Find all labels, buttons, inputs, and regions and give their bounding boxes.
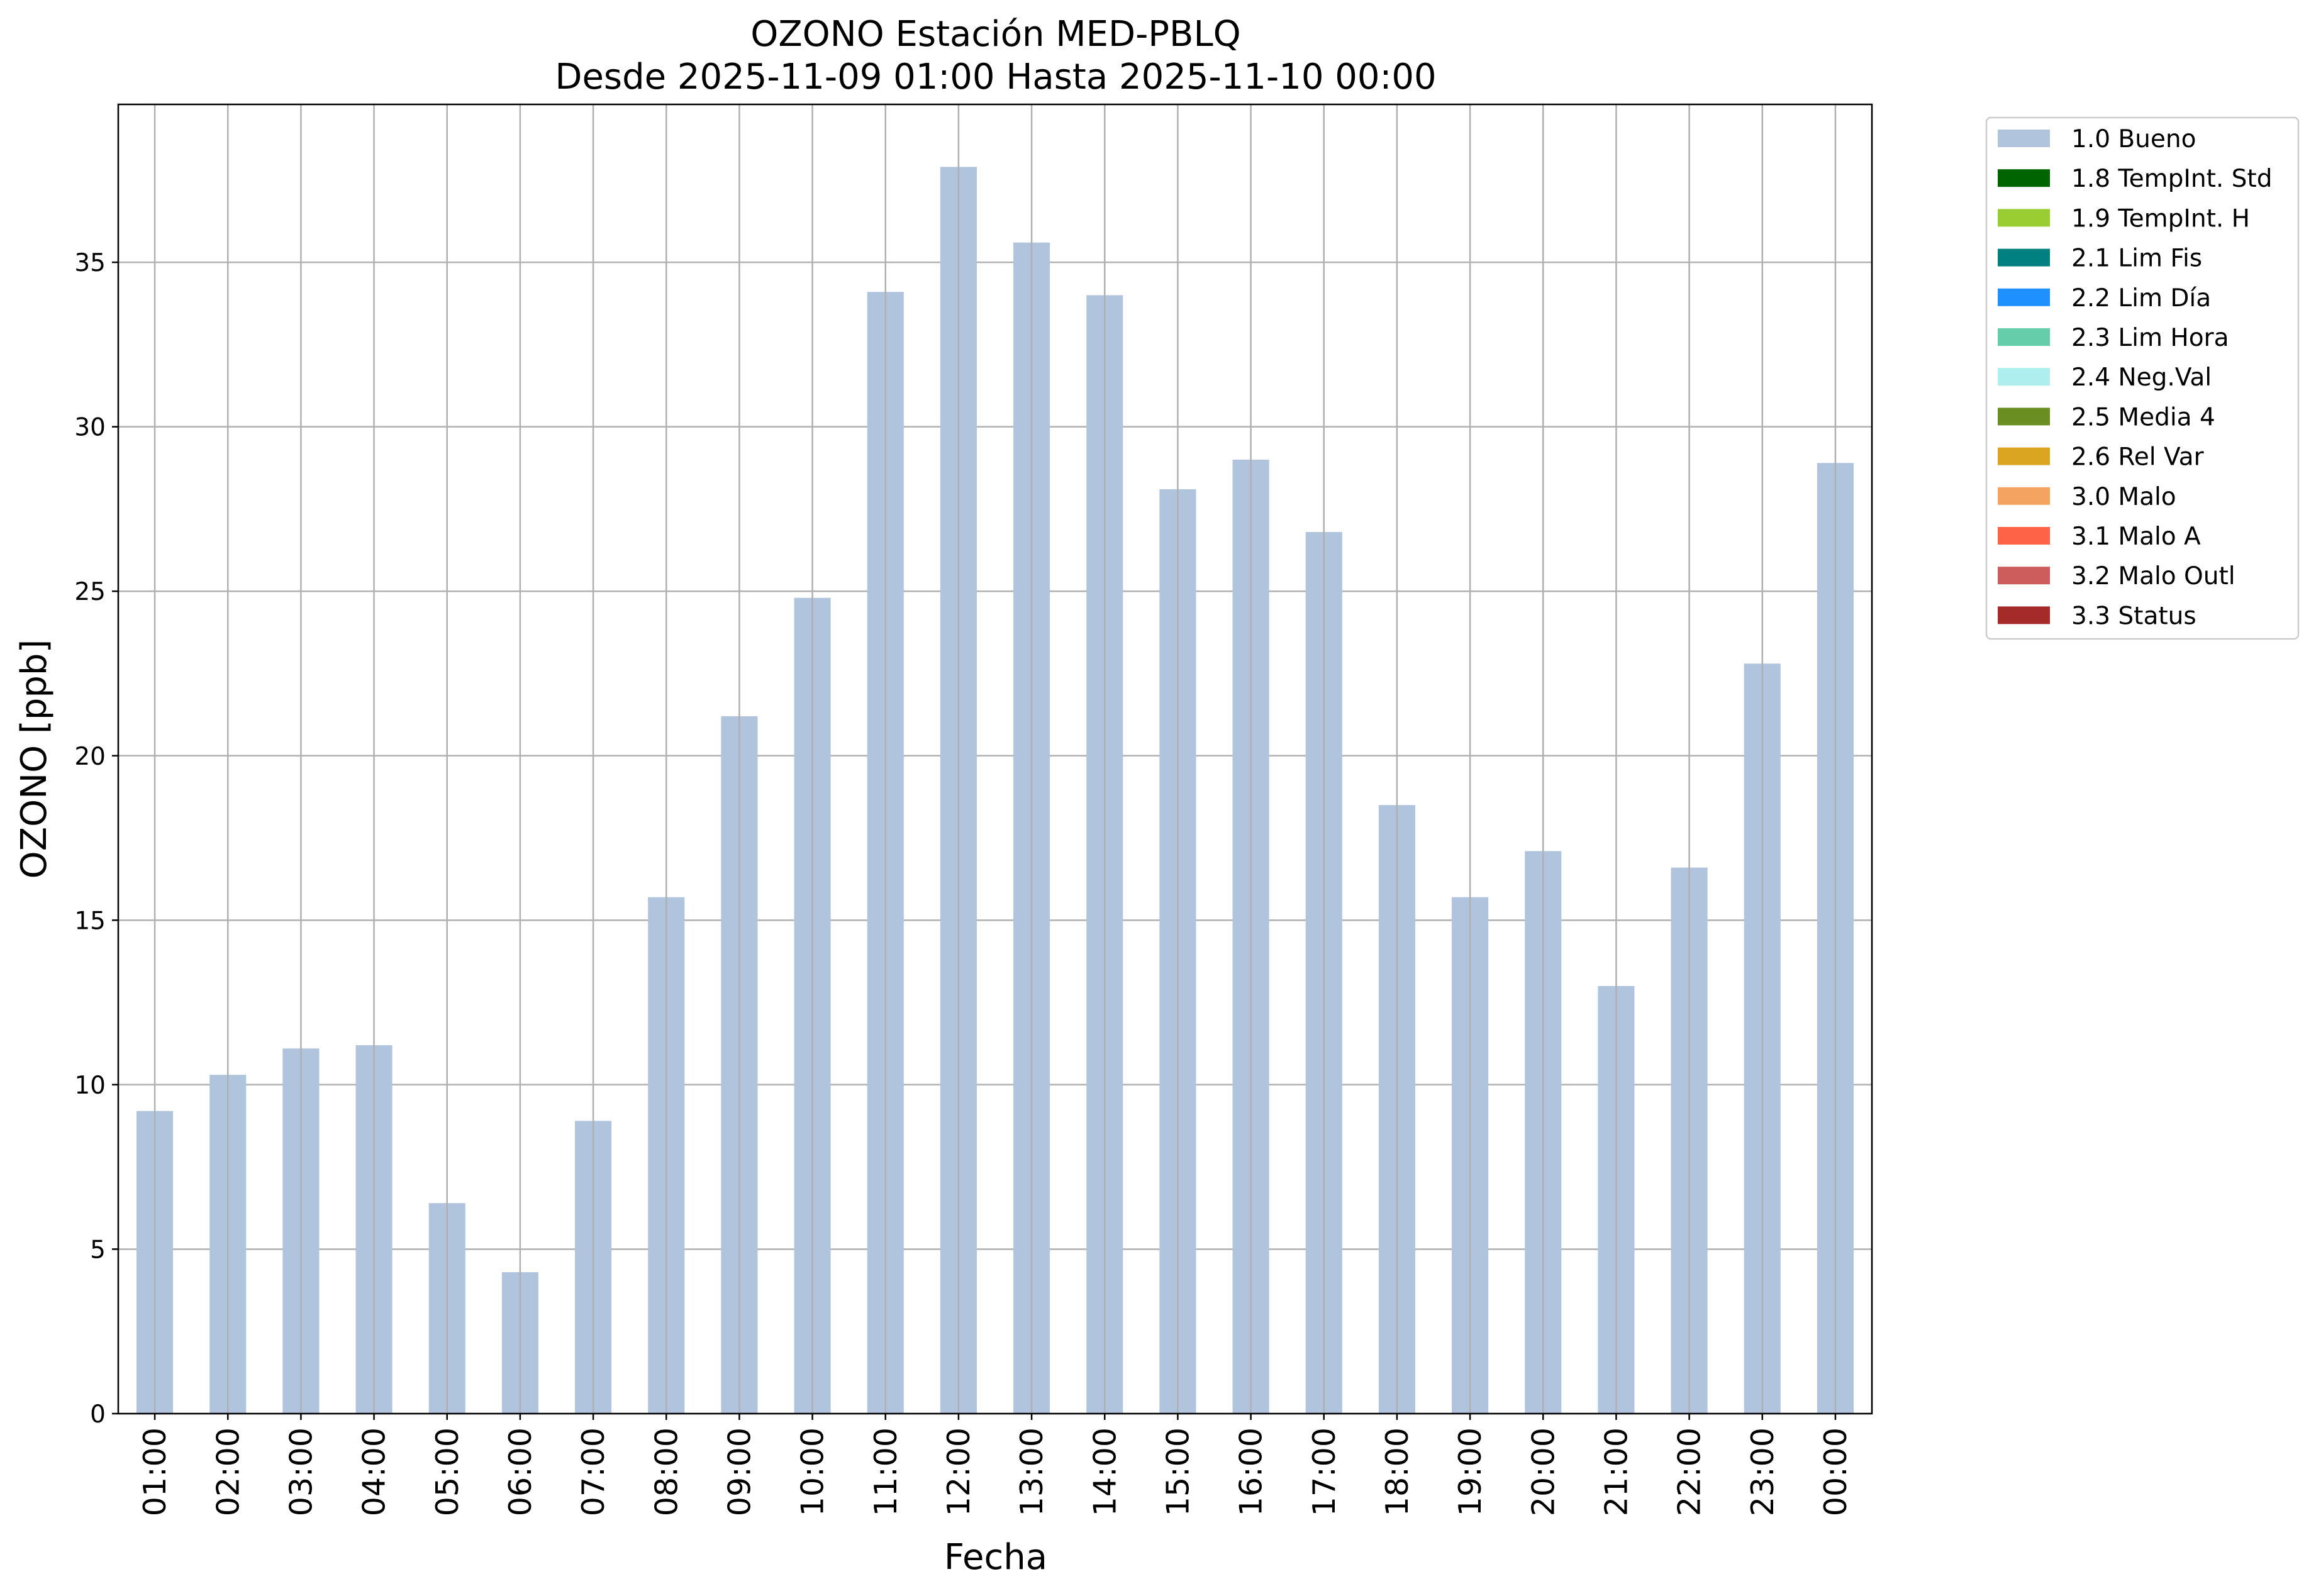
legend-swatch	[1998, 368, 2050, 386]
x-tick-label: 05:00	[430, 1427, 465, 1516]
legend-frame	[1985, 116, 2300, 640]
legend-swatch	[1998, 288, 2050, 306]
legend-label: 1.8 TempInt. Std	[2071, 165, 2272, 193]
x-tick-label: 00:00	[1818, 1427, 1854, 1516]
x-tick-label: 04:00	[357, 1427, 392, 1516]
x-tick-label: 11:00	[868, 1427, 904, 1516]
legend-swatch	[1998, 527, 2050, 545]
legend-label: 2.4 Neg.Val	[2071, 363, 2212, 392]
y-tick-label: 25	[74, 578, 106, 606]
legend-label: 1.0 Bueno	[2071, 125, 2196, 153]
x-tick-label: 15:00	[1160, 1427, 1196, 1516]
legend-swatch	[1998, 447, 2050, 465]
chart-subtitle: Desde 2025-11-09 01:00 Hasta 2025-11-10 …	[555, 57, 1436, 97]
x-tick-label: 13:00	[1014, 1427, 1050, 1516]
legend-swatch	[1998, 130, 2050, 147]
x-tick-label: 22:00	[1672, 1427, 1708, 1516]
grid-layer	[118, 261, 1872, 1415]
ticks-layer: 0 5 10 15 20 25 30 35 01:00 02:00 03:00 04:00 05:00 0…	[74, 249, 1854, 1516]
x-tick-label: 02:00	[210, 1427, 246, 1516]
y-tick-label: 10	[74, 1072, 106, 1100]
x-tick-label: 21:00	[1598, 1427, 1634, 1516]
chart-title: OZONO Estación MED-PBLQ	[750, 14, 1241, 55]
grid-front-layer	[153, 104, 1837, 1414]
x-tick-label: 12:00	[941, 1427, 977, 1516]
x-tick-label: 09:00	[721, 1427, 757, 1516]
x-tick-label: 06:00	[503, 1427, 538, 1516]
legend-swatch	[1998, 487, 2050, 505]
legend-label: 3.3 Status	[2071, 602, 2196, 630]
legend-swatch	[1998, 248, 2050, 267]
x-tick-label: 10:00	[795, 1427, 831, 1516]
x-tick-label: 23:00	[1745, 1427, 1781, 1516]
legend-label: 3.0 Malo	[2071, 483, 2176, 511]
x-tick-label: 01:00	[137, 1427, 173, 1516]
legend-label: 2.3 Lim Hora	[2071, 324, 2229, 352]
legend-label: 2.2 Lim Día	[2071, 284, 2211, 313]
y-axis-label: OZONO [ppb]	[14, 640, 55, 879]
legend-swatch	[1998, 567, 2050, 585]
legend-swatch	[1998, 606, 2050, 624]
legend-swatch	[1998, 169, 2050, 187]
legend-swatch	[1998, 328, 2050, 346]
legend-label: 3.1 Malo A	[2071, 523, 2201, 551]
x-tick-label: 14:00	[1087, 1427, 1123, 1516]
x-tick-label: 17:00	[1306, 1427, 1342, 1516]
x-tick-label: 19:00	[1452, 1427, 1488, 1516]
plot-frame	[117, 103, 1873, 1415]
legend-swatch	[1998, 209, 2050, 227]
y-tick-label: 5	[90, 1236, 106, 1264]
x-tick-label: 08:00	[649, 1427, 684, 1516]
legend-label: 2.6 Rel Var	[2071, 443, 2205, 472]
legend-label: 1.9 TempInt. H	[2071, 204, 2250, 233]
legend: 1.0 Bueno 1.8 TempInt. Std 1.9 TempInt. H 2…	[1985, 116, 2300, 640]
y-tick-label: 35	[74, 249, 106, 277]
x-tick-label: 03:00	[283, 1427, 319, 1516]
x-tick-label: 16:00	[1233, 1427, 1269, 1516]
y-tick-label: 15	[74, 907, 106, 935]
x-tick-label: 20:00	[1525, 1427, 1561, 1516]
x-tick-label: 07:00	[576, 1427, 611, 1516]
legend-label: 2.5 Media 4	[2071, 403, 2215, 431]
legend-label: 2.1 Lim Fis	[2071, 245, 2202, 273]
y-tick-label: 30	[74, 414, 106, 442]
legend-label: 3.2 Malo Outl	[2071, 562, 2235, 590]
x-tick-label: 18:00	[1379, 1427, 1415, 1516]
legend-swatch	[1998, 407, 2050, 426]
x-axis-label: Fecha	[944, 1537, 1047, 1578]
y-tick-label: 20	[74, 743, 106, 771]
y-tick-label: 0	[90, 1400, 106, 1429]
